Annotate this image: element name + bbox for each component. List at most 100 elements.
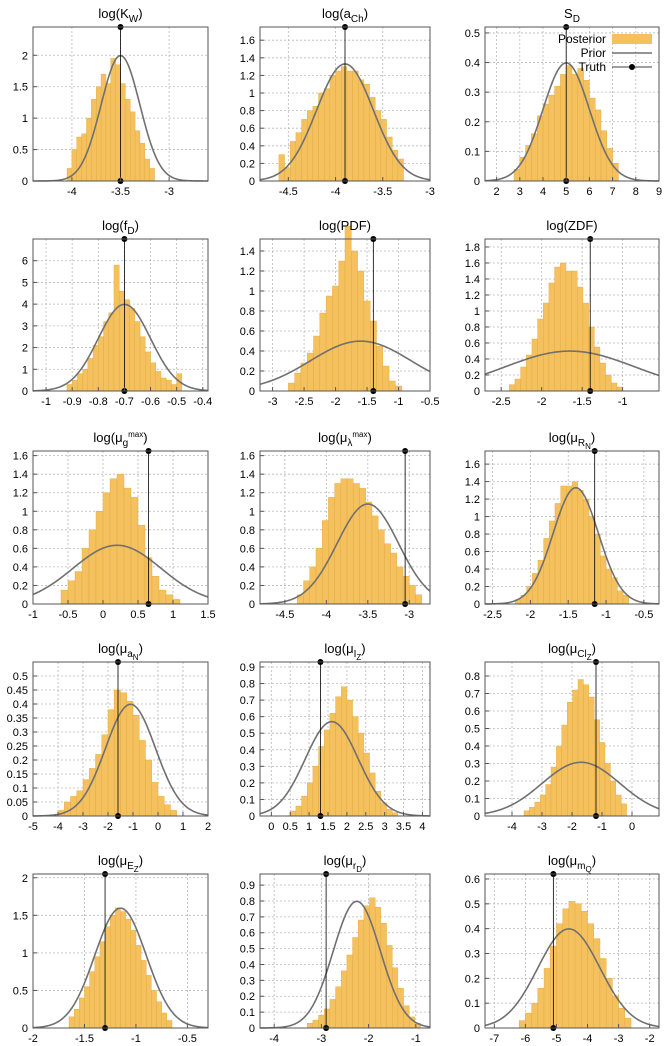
y-tick-label: 0.8 [465,671,480,683]
y-tick-label: 0.1 [465,998,480,1010]
posterior-bar [74,571,83,605]
posterior-bar [346,478,354,605]
y-tick-label: 0.45 [7,685,28,697]
prior-curve [484,486,660,605]
posterior-bar [561,724,568,817]
posterior-bar [587,923,594,1029]
plot-frame [259,873,431,1029]
posterior-bar [301,119,308,182]
x-tick-label: -1.5 [75,1033,94,1045]
posterior-bar [566,485,573,605]
x-tick-label: -5 [28,821,38,833]
panel-title: SD [564,6,580,25]
posterior-bar [531,1002,539,1029]
y-tick-label: 0.6 [240,928,255,940]
panel-title: log(μrD) [324,853,367,874]
posterior-bar [380,923,387,1029]
posterior-bar [110,58,116,182]
panel-14: -4 -3 -2 -1 0 0.1 0.2 0.3 0.4 0.5 0.6 0.7 0.8 0.9 log(… [240,853,431,1045]
posterior-bar [155,371,162,392]
x-tick-label: -2 [526,609,536,621]
panel-7: -1 -0.5 0 0.5 1 1.5 0 0.2 0.4 0.6 0.8 1 1.2 1.4 1.6 log… [13,430,216,621]
y-tick-label: 1.5 [13,910,28,922]
panel-title: log(μλmax) [318,430,372,449]
panel-15: -7 -6 -5 -4 -3 -2 0 0.1 0.2 0.3 0.4 0.5 0.6 log(μmQ) [465,853,660,1045]
x-tick-label: -4 [321,609,331,621]
posterior-bar [307,1023,314,1029]
plot-frame [259,238,431,392]
posterior-bar [340,478,348,605]
prior-curve [484,350,660,377]
x-tick-label: -2 [331,396,341,408]
y-tick-label: 0.6 [465,874,480,886]
plot-frame [484,450,660,605]
posterior-bar [157,796,165,817]
posterior-bar [84,986,90,1029]
posterior-bar [545,784,552,817]
y-tick-label: 1.6 [240,451,255,463]
x-tick-label: -3.5 [373,186,392,198]
posterior-bar [588,326,595,392]
posterior-bar [549,520,556,605]
posterior-bar [99,941,106,1029]
x-tick-label: -4 [331,186,341,198]
y-tick-label: 0 [22,176,28,188]
y-tick-label: 1.8 [465,242,480,254]
x-tick-label: -0.9 [63,396,82,408]
y-tick-label: 0.25 [7,741,28,753]
x-tick-label: -4 [269,1033,279,1045]
y-tick-label: 0.2 [465,973,480,985]
y-tick-label: 0.4 [465,354,480,366]
posterior-bar [164,804,171,817]
y-tick-label: 1.2 [240,488,255,500]
y-tick-label: 0.8 [240,679,255,691]
x-tick-label: -0.6 [141,396,160,408]
panel-13: -2 -1.5 -1 -0.5 0 0.5 1 1.5 2 log(μEZ) [13,853,209,1045]
x-tick-label: -4.5 [279,186,298,198]
prior-curve [259,503,431,605]
y-tick-label: 0 [249,1023,255,1035]
x-tick-label: -4.5 [275,609,294,621]
posterior-bar [116,473,125,605]
y-tick-label: 0.5 [465,28,480,40]
legend-marker-truth [629,64,635,70]
y-tick-label: 1.4 [13,469,28,481]
posterior-bar [346,954,353,1029]
posterior-bar [82,779,90,817]
y-tick-label: 0 [22,1023,28,1035]
posterior-bar [509,384,516,392]
y-tick-label: 1.4 [465,477,480,489]
plot-frame [32,661,209,817]
posterior-bar [318,746,325,817]
panel-title: log(μmQ) [548,853,596,874]
y-tick-label: 0.1 [465,794,480,806]
y-tick-label: 0.5 [465,724,480,736]
y-tick-label: 1 [249,506,255,518]
legend-label-truth: Truth [578,60,606,74]
posterior-bar [171,384,177,392]
y-tick-label: 1 [22,364,28,376]
y-tick-label: 4 [22,299,28,311]
y-tick-label: 0.1 [465,146,480,158]
posterior-bar [363,752,370,817]
prior-curve [259,720,431,817]
y-tick-label: 0.15 [7,769,28,781]
x-tick-label: -1 [618,396,628,408]
posterior-bar [376,345,383,392]
posterior-bar [352,70,359,182]
posterior-bar [145,351,151,392]
posterior-bar [390,552,398,605]
posterior-bar [114,689,121,817]
plot-frame [259,661,431,817]
x-tick-label: 3 [382,821,388,833]
posterior-bar [341,686,348,817]
prior-curve [32,303,209,392]
y-tick-label: 1.6 [13,451,28,463]
posterior-bar [161,1012,168,1029]
x-tick-label: -2 [567,821,577,833]
y-tick-label: 0.6 [465,547,480,559]
y-tick-label: 0.5 [13,671,28,683]
y-tick-label: 0 [474,599,480,611]
y-tick-label: 0.7 [465,689,480,701]
x-tick-label: -3 [614,1033,624,1045]
